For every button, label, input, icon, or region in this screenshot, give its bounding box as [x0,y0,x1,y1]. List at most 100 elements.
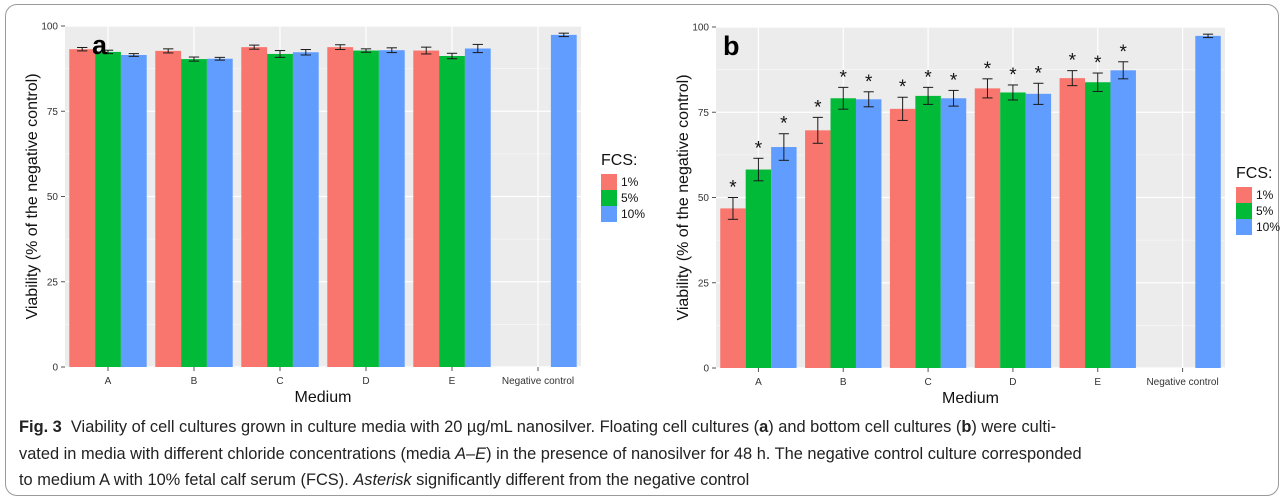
significance-marker: * [1094,53,1102,74]
x-tick-label: C [924,377,931,388]
panel-label: a [92,30,108,60]
bar-1pct-b [805,130,831,368]
significance-marker: * [1009,65,1017,86]
bar-1pct-d [974,88,1001,368]
significance-marker: * [814,97,822,118]
bar-1pct-d [327,47,354,367]
bar-1pct-c [889,108,916,368]
caption-line-2: vated in media with different chloride c… [19,441,1269,468]
bar-10pct-negative-control [1195,35,1221,369]
x-tick-label: B [191,376,198,387]
x-tick-label: E [449,376,456,387]
y-tick-label: 0 [52,363,58,374]
bar-5pct-e [439,56,465,368]
bar-5pct-c [267,53,293,367]
significance-marker: * [755,138,763,159]
significance-marker: * [899,77,907,98]
bar-5pct-a [95,51,121,367]
y-axis-title: Viability (% of the negative control) [675,74,692,320]
y-tick-label: 100 [41,22,58,33]
caption-panel-a: a [759,418,769,436]
figure-charts: 0 25 50 75 100 A B C D E Negative control Medium Via… [24,22,1280,408]
bar-10pct-negative-control [550,34,577,368]
bar-1pct-a [720,208,746,368]
bar-5pct-b [830,98,856,369]
x-axis-title: Medium [295,389,352,406]
bar-5pct-e [1085,82,1111,368]
y-tick-label: 25 [47,277,59,288]
x-tick-label: D [1009,377,1016,388]
bar-1pct-c [241,47,268,367]
bar-10pct-e [1110,70,1136,368]
significance-marker: * [1119,42,1127,63]
figure-label: Fig. 3 [19,418,62,436]
x-tick-label: Negative control [502,376,574,387]
bar-10pct-c [940,98,967,369]
bar-5pct-a [745,169,772,368]
significance-marker: * [924,67,932,88]
legend-label: 5% [1256,204,1274,218]
caption-media-range: A–E [455,444,487,463]
significance-marker: * [729,178,737,199]
x-tick-label: E [1094,377,1101,388]
caption-line-3: to medium A with 10% fetal calf serum (F… [19,467,1269,494]
bar-1pct-a [69,49,96,368]
bar-5pct-d [1000,92,1026,369]
legend-label: 1% [621,175,639,189]
caption-text: significantly different from the negativ… [411,471,750,489]
x-tick-label: A [105,376,112,387]
legend-swatch [1236,187,1252,203]
caption-text: to medium A with 10% fetal calf serum (F… [19,471,354,489]
y-tick-label: 75 [698,108,710,119]
caption-line-1: Fig. 3 Viability of cell cultures grown … [19,414,1269,441]
bar-10pct-d [1025,93,1052,368]
legend-title: FCS: [1236,165,1272,182]
bar-10pct-c [292,52,319,368]
bar-10pct-a [771,147,797,368]
legend-label: 5% [621,191,639,205]
y-tick-label: 75 [47,107,59,118]
caption-text: ) were culti- [971,418,1057,436]
x-tick-label: Negative control [1146,377,1218,388]
significance-marker: * [1035,63,1043,84]
y-tick-label: 50 [47,192,59,203]
significance-marker: * [950,70,958,91]
bar-10pct-b [855,99,882,369]
x-tick-label: D [362,376,369,387]
y-tick-label: 25 [698,278,710,289]
y-axis-title: Viability (% of the negative control) [24,73,41,319]
x-tick-label: A [755,377,762,388]
legend-label: 1% [1256,188,1274,202]
bar-10pct-b [206,58,233,368]
y-tick-label: 100 [692,23,709,34]
legend-swatch [1236,219,1252,235]
x-axis-title: Medium [942,390,999,407]
legend-label: 10% [1256,220,1280,234]
panel-a-chart: 0 25 50 75 100 A B C D E Negative control Medium Via… [24,22,645,407]
bar-5pct-c [915,95,941,368]
legend-swatch [601,206,617,222]
significance-marker: * [780,114,788,135]
bar-1pct-e [1059,78,1086,369]
legend-swatch [601,174,617,190]
panel-b-chart: * * * * * * * * * * * * * * * 0 25 50 75 100 A B C D E Negative c… [675,23,1280,408]
x-tick-label: B [840,377,847,388]
bar-10pct-a [120,54,147,368]
legend-swatch [601,190,617,206]
caption-text: ) and bottom cell cultures ( [768,418,962,436]
y-tick-label: 0 [703,364,709,375]
caption-text: ) in the presence of nanosilver for 48 h… [486,444,1082,463]
significance-marker: * [840,67,848,88]
significance-marker: * [1069,51,1077,72]
caption-text: vated in media with different chloride c… [19,444,456,463]
significance-marker: * [865,72,873,93]
caption-text: Viability of cell cultures grown in cult… [70,418,760,436]
caption-asterisk-term: Asterisk [353,471,412,489]
bar-5pct-d [353,50,379,367]
panel-label: b [723,31,740,61]
bar-1pct-b [155,50,182,367]
bar-1pct-e [413,50,440,367]
figure-frame [5,4,1279,496]
bar-10pct-d [378,50,405,367]
figure-caption: Fig. 3 Viability of cell cultures grown … [19,414,1269,494]
